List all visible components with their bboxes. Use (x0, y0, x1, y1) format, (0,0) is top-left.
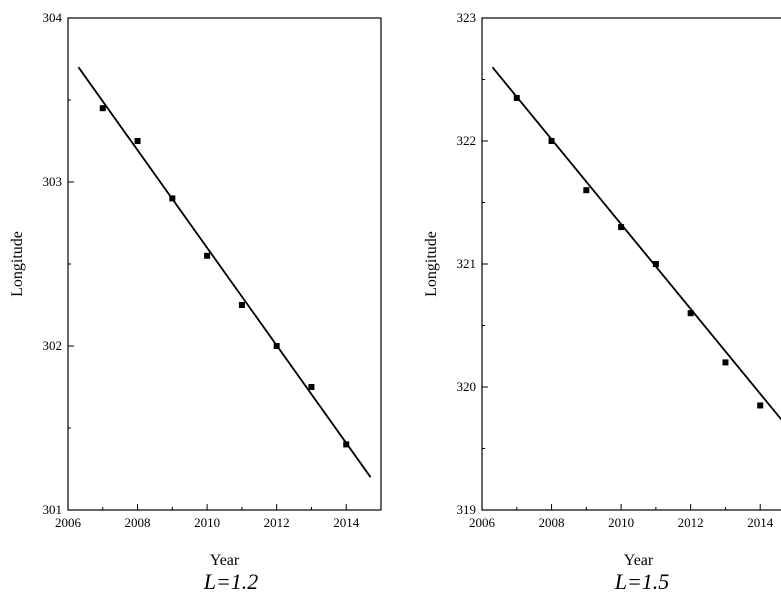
data-point (618, 224, 625, 231)
x-tick-label: 2006 (469, 515, 496, 530)
y-tick-label: 303 (43, 174, 63, 189)
x-axis-title: Year (624, 552, 654, 569)
y-tick-label: 321 (457, 256, 477, 271)
x-tick-label: 2014 (333, 515, 360, 530)
data-layer (77, 66, 372, 478)
y-tick-label: 302 (43, 338, 63, 353)
plot-frame (67, 17, 382, 511)
data-layer (491, 66, 781, 421)
data-point (134, 138, 141, 144)
y-tick-label: 323 (457, 10, 477, 25)
panel-right: 2006 2008 2010 2012 2014319320321322323YearL… (423, 10, 781, 594)
data-point (757, 402, 764, 409)
plot-frame (481, 17, 781, 511)
data-point (99, 105, 106, 112)
y-tick-label: 304 (43, 10, 63, 25)
panel-left: 2006 2008 2010 2012 2014 301 302 303 304 Year Long… (9, 10, 382, 594)
y-tick-label: 320 (457, 379, 477, 394)
data-point (583, 187, 590, 194)
data-point (308, 384, 315, 390)
y-axis-title: Longitude (9, 231, 26, 297)
x-axis-title: Year (210, 552, 240, 569)
fit-line (77, 66, 372, 478)
data-point (687, 310, 694, 317)
data-point (652, 261, 659, 267)
y-axis-title: Longitude (423, 231, 440, 297)
x-tick-label: 2008 (539, 515, 565, 530)
x-tick-label: 2006 (55, 515, 82, 530)
panel-caption: L=1.2 (203, 569, 259, 594)
data-point (238, 302, 245, 308)
data-point (204, 252, 211, 259)
panel-caption: L=1.5 (614, 569, 670, 594)
x-tick-label: 2014 (747, 515, 774, 530)
x-tick-label: 2010 (194, 515, 220, 530)
data-point (722, 359, 729, 366)
data-point (548, 138, 555, 144)
x-tick-label: 2008 (125, 515, 151, 530)
x-tick-label: 2012 (678, 515, 704, 530)
x-tick-label: 2010 (608, 515, 634, 530)
y-tick-label: 301 (43, 502, 63, 517)
fit-line (491, 66, 781, 421)
y-tick-label: 322 (457, 133, 477, 148)
x-tick-label: 2012 (264, 515, 290, 530)
y-tick-label: 319 (457, 502, 477, 517)
